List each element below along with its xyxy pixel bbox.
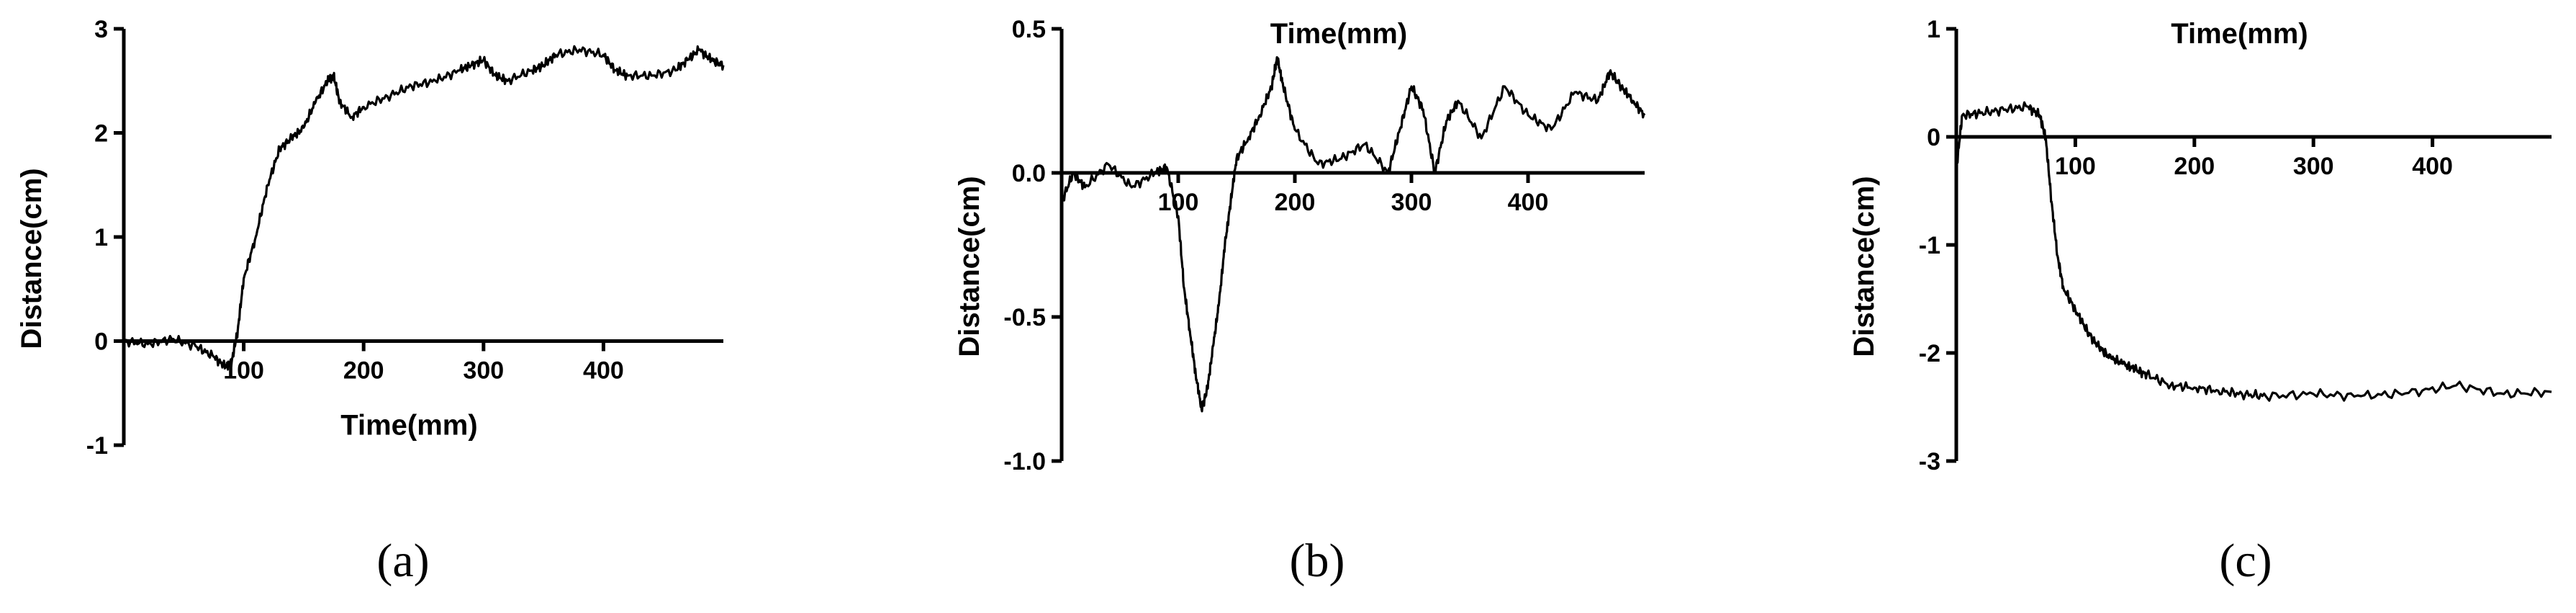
x-tick-label: 300 [1391, 189, 1432, 216]
y-tick-label: 0 [94, 328, 108, 356]
y-tick-label: 0.0 [1012, 160, 1046, 187]
x-tick-label: 400 [583, 357, 624, 385]
panel-c: -3 -2 -1 0 1 100 200 300 400 Time(mm) Distance(cm)… [1848, 16, 2552, 587]
y-tick-label: -0.5 [1003, 304, 1046, 331]
series-line [1060, 56, 1646, 413]
series-line [1955, 101, 2552, 402]
x-tick-label: 300 [2293, 153, 2334, 180]
y-tick-label: 0.5 [1012, 16, 1046, 43]
x-axis-label: Time(mm) [2171, 18, 2308, 50]
x-tick-label: 100 [2055, 153, 2096, 180]
y-tick-label: -2 [1919, 340, 1940, 367]
y-tick-label: 1 [94, 224, 108, 251]
y-tick-label: -1 [1919, 232, 1940, 259]
x-tick-label: 100 [1158, 189, 1199, 216]
x-tick-label: 200 [343, 357, 384, 385]
y-tick-label: 2 [94, 120, 108, 148]
y-axis-label: Distance(cm) [954, 176, 985, 357]
x-tick-label: 400 [1508, 189, 1549, 216]
y-tick-label: 3 [94, 16, 108, 43]
panel-b: -1.0 -0.5 0.0 0.5 100 200 300 400 Time(mm) Distan… [954, 16, 1646, 587]
y-tick-label: -1 [86, 432, 108, 460]
x-tick-label: 200 [1275, 189, 1316, 216]
x-tick-label: 300 [463, 357, 504, 385]
x-axis-label: Time(mm) [1270, 18, 1407, 50]
panel-caption: (b) [1290, 534, 1345, 587]
x-tick-label: 200 [2174, 153, 2215, 180]
panel-caption: (a) [376, 534, 429, 587]
x-axis-label: Time(mm) [340, 410, 477, 442]
y-tick-label: 1 [1927, 16, 1940, 43]
y-tick-label: 0 [1927, 124, 1940, 151]
y-tick-label: -3 [1919, 448, 1940, 475]
y-axis-label: Distance(cm) [1848, 176, 1880, 357]
panel-caption: (c) [2219, 534, 2272, 587]
y-axis-label: Distance(cm) [16, 168, 48, 349]
y-tick-label: -1.0 [1003, 448, 1046, 475]
x-tick-label: 400 [2412, 153, 2453, 180]
series-line [123, 45, 725, 371]
